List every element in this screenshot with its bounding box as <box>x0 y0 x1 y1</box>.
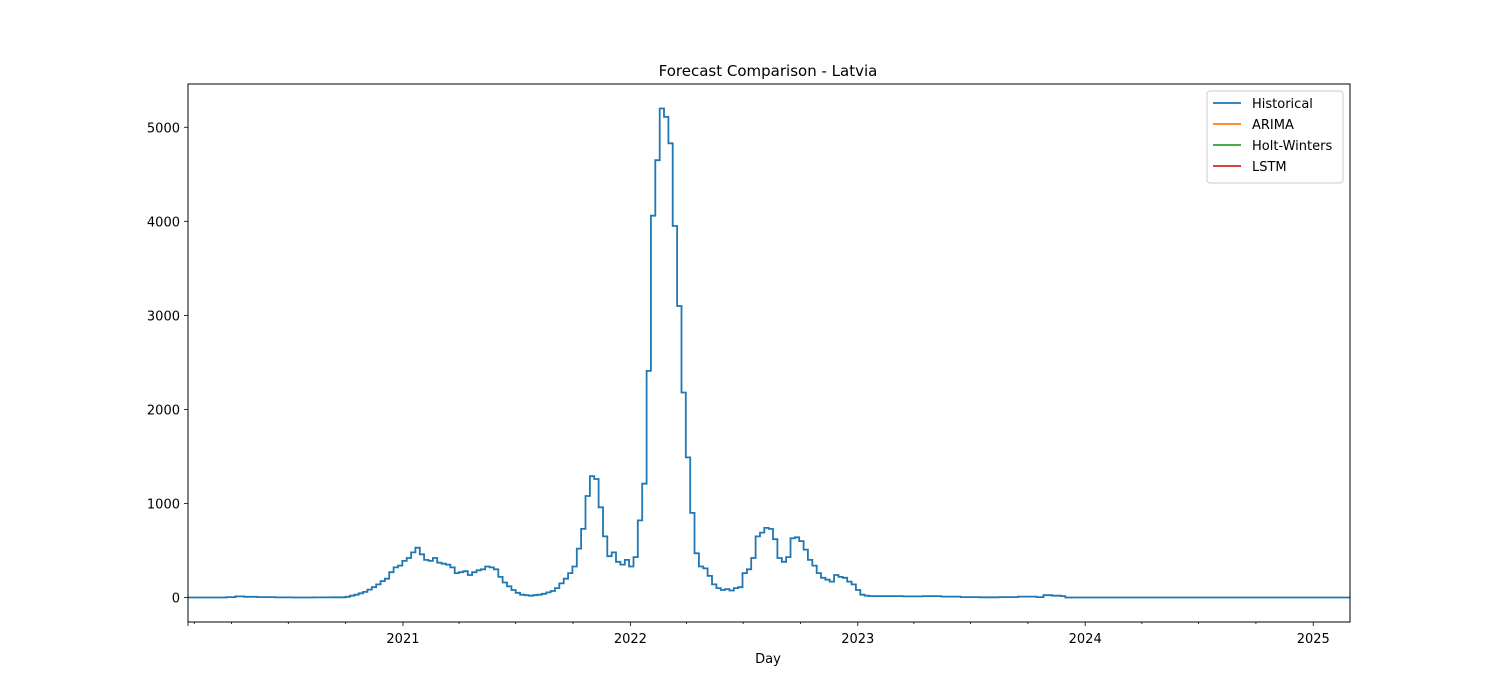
legend-label: Historical <box>1252 97 1313 112</box>
x-tick-label: 2021 <box>386 632 419 647</box>
series-line-historical <box>188 107 1350 599</box>
plot-frame <box>187 83 1351 623</box>
y-tick-label: 3000 <box>147 309 180 324</box>
x-tick-label: 2022 <box>614 632 647 647</box>
x-tick-label: 2024 <box>1069 632 1102 647</box>
y-tick-label: 1000 <box>147 497 180 512</box>
legend: Historical ARIMA Holt-Winters LSTM <box>1206 90 1344 184</box>
y-tick-label: 2000 <box>147 403 180 418</box>
y-tick-label: 4000 <box>147 215 180 230</box>
x-tick-label: 2025 <box>1297 632 1330 647</box>
x-axis-label: Day <box>755 652 781 667</box>
legend-label: LSTM <box>1252 160 1287 175</box>
y-tick-label: 5000 <box>147 121 180 136</box>
legend-box <box>1206 90 1344 184</box>
x-tick-label: 2023 <box>841 632 874 647</box>
legend-label: ARIMA <box>1252 118 1294 133</box>
chart-title: Forecast Comparison - Latvia <box>659 62 878 80</box>
legend-label: Holt-Winters <box>1252 139 1332 154</box>
y-tick-label: 0 <box>172 592 180 607</box>
